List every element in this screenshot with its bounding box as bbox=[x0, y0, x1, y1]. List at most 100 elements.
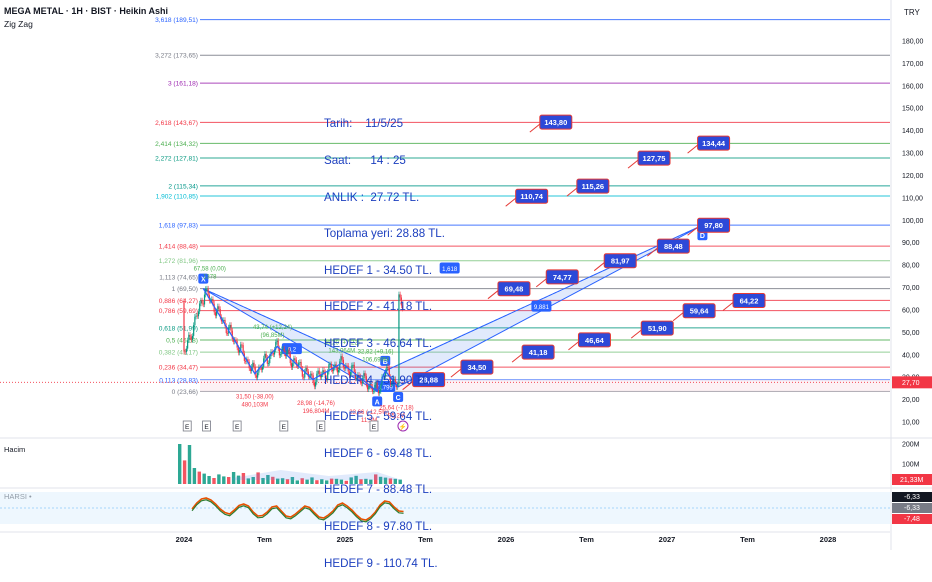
candle-body bbox=[324, 372, 326, 379]
candle-body bbox=[354, 371, 357, 379]
last-price-badge bbox=[892, 376, 932, 389]
volume-bar bbox=[217, 474, 221, 484]
target-pointer bbox=[568, 341, 579, 351]
zigzag-indicator bbox=[202, 288, 399, 393]
earnings-markers: E E E E E E ⚡ bbox=[182, 420, 409, 432]
currency-label: TRY bbox=[904, 8, 920, 17]
candle-body bbox=[211, 299, 213, 301]
candle-body bbox=[206, 288, 208, 290]
note-line: HEDEF 6 - 69.48 TL. bbox=[324, 446, 433, 460]
candle-body bbox=[366, 384, 369, 390]
candle-body bbox=[255, 375, 258, 378]
candle-body bbox=[188, 334, 190, 341]
candle-body bbox=[201, 300, 203, 304]
fibonacci-levels: 3,618 (189,51) 3,272 (173,65) 3 (161,18) 2,… bbox=[155, 17, 890, 396]
candle-body bbox=[306, 367, 308, 372]
earnings-marker bbox=[232, 420, 242, 432]
y-tick-label: 180,00 bbox=[902, 39, 924, 46]
candle-body bbox=[267, 363, 270, 364]
candle-body bbox=[379, 391, 381, 394]
harmonic-point-label: A bbox=[375, 399, 380, 406]
candle-body bbox=[362, 378, 364, 384]
note-line: HEDEF 1 - 34.50 TL. bbox=[324, 263, 433, 277]
volume-bar bbox=[207, 476, 211, 484]
fib-level-label: 0,113 (28,83) bbox=[159, 377, 198, 384]
harmonic-point-badge bbox=[393, 391, 404, 402]
target-pointer bbox=[535, 278, 547, 288]
candle-body bbox=[212, 299, 214, 304]
candle-body bbox=[298, 362, 300, 367]
target-label: 97,80 bbox=[704, 221, 723, 230]
volume-bar bbox=[329, 478, 334, 484]
target-label: 127,75 bbox=[643, 154, 666, 163]
candle-body bbox=[189, 334, 191, 337]
candle-body bbox=[265, 353, 267, 358]
candle-body bbox=[292, 363, 294, 368]
candle-body bbox=[340, 356, 342, 362]
fib-level-label: 3,618 (189,51) bbox=[155, 17, 198, 24]
volume-bar bbox=[398, 479, 402, 484]
candle-body bbox=[331, 369, 334, 372]
target-badge bbox=[697, 135, 731, 151]
candle-body bbox=[388, 368, 390, 377]
candle-body bbox=[307, 371, 309, 377]
target-pointer bbox=[402, 381, 413, 391]
volume-bar bbox=[310, 477, 314, 484]
earnings-marker-label: E bbox=[372, 424, 377, 431]
fib-level-label: 0 (23,66) bbox=[172, 389, 198, 396]
y-tick-label: 160,00 bbox=[902, 83, 924, 90]
swing-label: 95,2M bbox=[388, 414, 405, 420]
candle-body bbox=[393, 379, 395, 380]
target-pointer bbox=[487, 290, 499, 300]
candle-body bbox=[328, 364, 330, 372]
candle-body bbox=[185, 348, 188, 353]
candle-body bbox=[336, 367, 338, 373]
target-badge bbox=[697, 217, 731, 233]
x-tick-label: 2024 bbox=[176, 535, 194, 544]
candle-body bbox=[322, 370, 324, 375]
candle-body bbox=[300, 361, 302, 369]
candle-body bbox=[385, 371, 387, 377]
target-badge bbox=[460, 359, 494, 375]
candle-body bbox=[394, 379, 396, 385]
y-tick-label: 50,00 bbox=[902, 330, 920, 337]
target-label: 51,90 bbox=[648, 324, 667, 333]
harmonic-ratio-label: 9,881 bbox=[534, 305, 550, 311]
target-badge bbox=[603, 253, 637, 269]
chart-canvas[interactable]: 3,618 (189,51) 3,272 (173,65) 3 (161,18) 2,… bbox=[0, 0, 932, 550]
earnings-marker-label: E bbox=[282, 424, 287, 431]
harsi-line-secondary bbox=[191, 499, 404, 523]
volume-last-label: 21,33M bbox=[900, 477, 924, 484]
candle-body bbox=[261, 366, 264, 370]
volume-bar bbox=[202, 473, 206, 484]
target-badge bbox=[682, 303, 716, 319]
fib-level-label: 2,272 (127,81) bbox=[155, 155, 198, 162]
harsi-value-label: -6,33 bbox=[904, 505, 920, 512]
candle-body bbox=[290, 363, 293, 368]
candle-body bbox=[282, 348, 284, 350]
target-label: 28,88 bbox=[419, 376, 438, 385]
volume-bar bbox=[212, 478, 216, 484]
candle-body bbox=[202, 303, 204, 305]
earnings-marker bbox=[279, 420, 289, 432]
candle-body bbox=[184, 351, 186, 353]
target-label: 110,74 bbox=[520, 192, 543, 201]
swing-label: 11,3M bbox=[361, 418, 377, 424]
swing-label: 36,20 (+7,22) bbox=[324, 341, 360, 347]
harmonic-point-badge bbox=[372, 396, 383, 407]
target-badge bbox=[497, 281, 531, 297]
candle-body bbox=[283, 348, 285, 354]
candle-body bbox=[226, 333, 229, 334]
target-label: 88,48 bbox=[664, 242, 683, 251]
candle-body bbox=[377, 388, 380, 394]
candle-body bbox=[392, 379, 394, 384]
target-callouts: 28,88 34,50 41,18 46,64 51,90 59,64 64,22 69,48… bbox=[402, 114, 766, 391]
note-line: ANLIK : 27.72 TL. bbox=[324, 190, 420, 204]
fib-level-label: 1,618 (97,83) bbox=[159, 223, 198, 230]
candle-body bbox=[187, 340, 189, 349]
candle-body bbox=[276, 340, 278, 343]
candle-body bbox=[244, 360, 247, 362]
candle-body bbox=[196, 315, 198, 317]
candle-body bbox=[195, 315, 197, 317]
volume-bar bbox=[236, 475, 241, 484]
